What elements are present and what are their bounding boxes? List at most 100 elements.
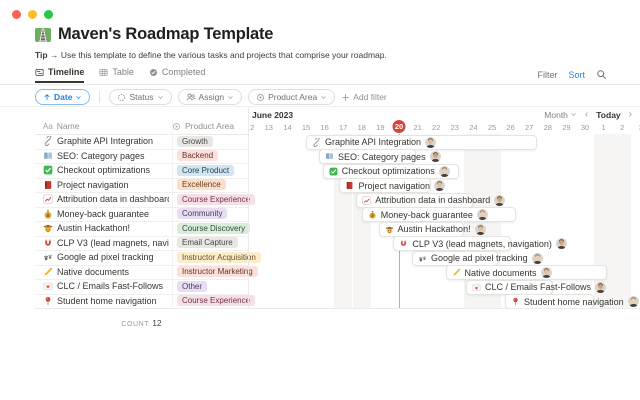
chart-icon: [43, 194, 53, 204]
status-filter-chip[interactable]: Status: [109, 89, 172, 105]
product-area-filter-chip[interactable]: Product Area: [248, 89, 336, 105]
product-area-cell[interactable]: Other: [177, 279, 208, 294]
assignee-avatar[interactable]: [540, 267, 552, 278]
day-label: 2: [620, 123, 625, 132]
filter-button[interactable]: Filter: [537, 69, 558, 80]
task-name-cell[interactable]: Attribution data in dashboard: [43, 192, 169, 207]
add-filter-button[interactable]: Add filter: [341, 92, 387, 102]
product-area-tag: Email Capture: [177, 237, 238, 249]
assignee-avatar[interactable]: [594, 281, 606, 293]
next-month-button[interactable]: ›: [628, 109, 632, 120]
table-row[interactable]: Attribution data in dashboard Course Expe…: [35, 192, 256, 208]
product-area-tag: Instructor Acquisition: [177, 251, 261, 263]
product-area-cell[interactable]: Email Capture: [177, 236, 238, 251]
task-name-cell[interactable]: Project navigation: [43, 178, 169, 193]
tab-completed[interactable]: Completed: [149, 67, 205, 83]
product-area-cell[interactable]: Excellence: [177, 178, 226, 193]
assignee-avatar[interactable]: [531, 252, 543, 264]
task-name-cell[interactable]: Austin Hackathon!: [43, 221, 169, 236]
table-row[interactable]: Project navigation Excellence: [35, 178, 248, 193]
assignee-avatar[interactable]: [555, 238, 567, 249]
table-row[interactable]: CLP V3 (lead magnets, navigation) Email C…: [35, 236, 248, 251]
product-area-column-header[interactable]: Product Area: [172, 121, 234, 131]
task-name-cell[interactable]: Money-back guarantee: [43, 207, 169, 222]
table-row[interactable]: Google ad pixel tracking Instructor Acqui…: [35, 250, 261, 266]
assignee-avatar[interactable]: [494, 194, 506, 206]
chart-icon: [362, 195, 371, 205]
product-area-cell[interactable]: Course Discovery: [177, 221, 251, 236]
timeline-bar[interactable]: Google ad pixel tracking: [412, 250, 543, 266]
tab-timeline[interactable]: Timeline: [35, 67, 84, 83]
table-row[interactable]: Graphite API Integration Growth: [35, 134, 248, 150]
product-area-tag: Instructor Marketing: [177, 266, 258, 278]
timeline-bar[interactable]: Checkout optimizations: [322, 163, 459, 179]
timeline-bar[interactable]: CLC / Emails Fast-Follows: [465, 279, 606, 295]
assign-filter-chip[interactable]: Assign: [177, 89, 243, 105]
assignee-avatar[interactable]: [434, 180, 446, 191]
timeline-bar[interactable]: Native documents: [445, 265, 608, 280]
task-name-cell[interactable]: Google ad pixel tracking: [43, 250, 169, 265]
chevron-down-icon: [157, 95, 163, 99]
timeline-bar[interactable]: Graphite API Integration: [306, 134, 537, 150]
board-bottom-border: [35, 308, 640, 309]
task-name-cell[interactable]: Checkout optimizations: [43, 163, 169, 178]
bullseye-icon: [172, 122, 181, 131]
filter-bar: Date Status Assign Product Area Add filt…: [35, 89, 387, 105]
day-label: 15: [301, 123, 311, 132]
timeline-bar[interactable]: Student home navigation: [505, 294, 639, 308]
task-name-cell[interactable]: Native documents: [43, 265, 169, 280]
table-row[interactable]: Austin Hackathon! Course Discovery: [35, 221, 251, 237]
product-area-tag: Core Product: [177, 164, 235, 176]
table-row[interactable]: SEO: Category pages Backend: [35, 149, 248, 164]
task-name-cell[interactable]: SEO: Category pages: [43, 149, 169, 164]
chevron-down-icon: [571, 113, 576, 116]
zoom-level-dropdown[interactable]: Month: [544, 110, 577, 120]
product-area-cell[interactable]: Backend: [177, 149, 219, 164]
table-row[interactable]: Student home navigation Course Experience: [35, 294, 256, 309]
book-icon: [326, 153, 334, 160]
product-area-cell[interactable]: Community: [177, 207, 228, 222]
product-area-cell[interactable]: Growth: [177, 134, 213, 149]
product-area-cell[interactable]: Core Product: [177, 163, 235, 178]
tab-table[interactable]: Table: [99, 67, 134, 83]
task-name-cell[interactable]: CLP V3 (lead magnets, navigation): [43, 236, 169, 251]
product-area-cell[interactable]: Course Experience: [177, 294, 256, 309]
timeline-bar[interactable]: Money-back guarantee: [361, 207, 517, 222]
product-area-cell[interactable]: Instructor Acquisition: [177, 250, 261, 265]
today-button[interactable]: Today: [596, 109, 621, 120]
timeline-bar[interactable]: Attribution data in dashboard: [356, 192, 506, 208]
day-label: 3: [631, 123, 640, 132]
search-icon[interactable]: [596, 69, 607, 80]
name-column-header[interactable]: Aa Name: [43, 121, 80, 131]
task-name-cell[interactable]: CLC / Emails Fast-Follows: [43, 279, 169, 294]
assignee-avatar[interactable]: [627, 296, 639, 307]
minimize-window-button[interactable]: [28, 10, 37, 19]
task-name-cell[interactable]: Student home navigation: [43, 294, 169, 309]
task-name-cell[interactable]: Graphite API Integration: [43, 134, 169, 149]
sort-button[interactable]: Sort: [568, 69, 585, 80]
assignee-avatar[interactable]: [425, 136, 437, 148]
zoom-window-button[interactable]: [44, 10, 53, 19]
close-window-button[interactable]: [12, 10, 21, 19]
timeline-bar[interactable]: Project navigation: [339, 178, 446, 193]
table-row[interactable]: Native documents Instructor Marketing: [35, 265, 258, 280]
magnet-icon: [45, 238, 51, 246]
timeline-bar[interactable]: SEO: Category pages: [319, 149, 441, 164]
assignee-avatar[interactable]: [476, 209, 488, 220]
red-book-icon: [347, 182, 353, 189]
chevron-down-icon: [570, 111, 577, 118]
timeline-bar[interactable]: Austin Hackathon!: [378, 221, 486, 237]
day-label: 14: [283, 123, 292, 132]
prev-month-button[interactable]: ‹: [584, 109, 589, 120]
product-area-cell[interactable]: Course Experience: [177, 192, 256, 207]
table-row[interactable]: Checkout optimizations Core Product: [35, 163, 248, 179]
bullseye-icon: [256, 93, 265, 102]
product-area-cell[interactable]: Instructor Marketing: [177, 265, 258, 280]
table-row[interactable]: Money-back guarantee Community: [35, 207, 248, 222]
timeline-bar[interactable]: CLP V3 (lead magnets, navigation): [393, 236, 567, 251]
date-sort-chip[interactable]: Date: [35, 89, 91, 105]
assignee-avatar[interactable]: [429, 151, 441, 162]
assignee-avatar[interactable]: [438, 165, 450, 177]
assignee-avatar[interactable]: [474, 223, 486, 235]
table-row[interactable]: CLC / Emails Fast-Follows Other: [35, 279, 248, 295]
